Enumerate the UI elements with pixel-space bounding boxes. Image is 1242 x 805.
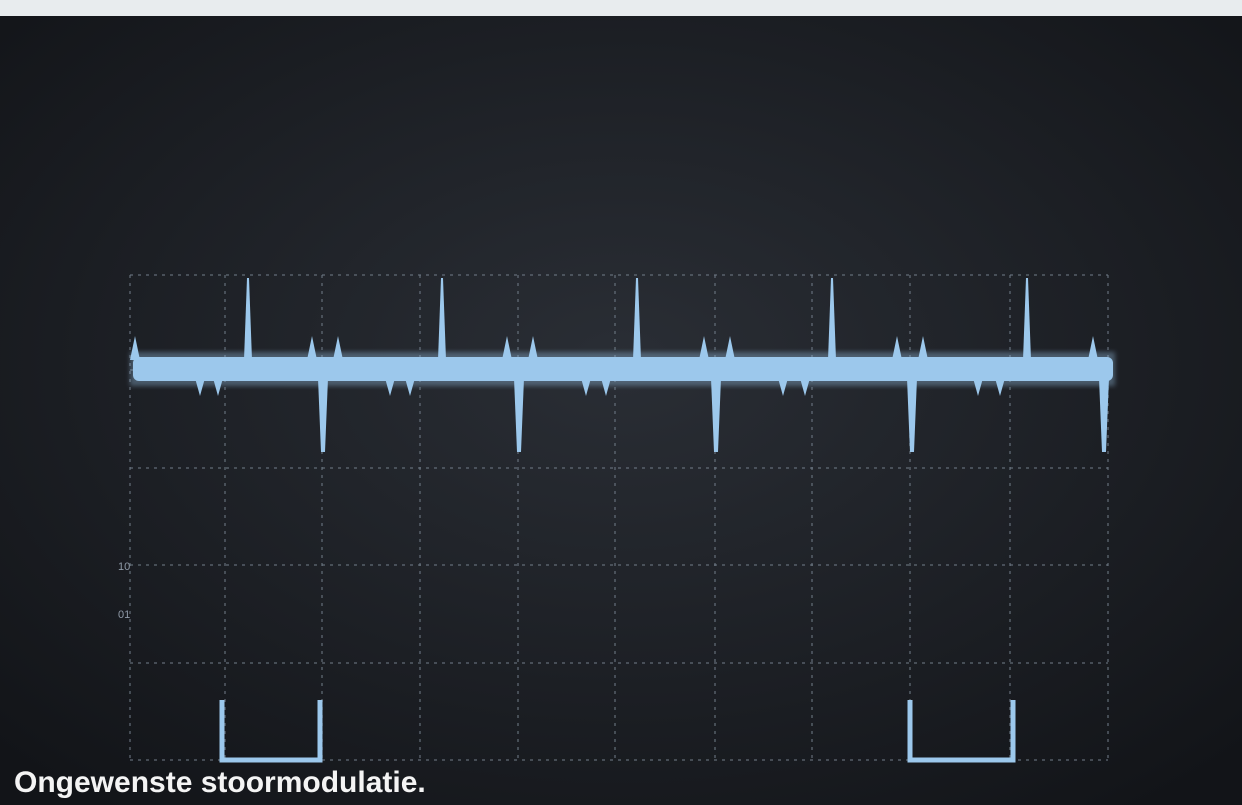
small-spike [699, 336, 709, 360]
small-spike [333, 336, 343, 360]
small-spike [1088, 336, 1098, 360]
spike-up [1023, 278, 1031, 360]
spike-up [828, 278, 836, 360]
waveform [130, 278, 1115, 763]
small-dip [385, 378, 395, 396]
small-dip [800, 378, 810, 396]
small-spike [502, 336, 512, 360]
small-spike [130, 336, 140, 360]
square-pulse [907, 700, 1016, 763]
spike-down [514, 378, 524, 452]
small-dip [195, 378, 205, 396]
spike-down [318, 378, 328, 452]
top-border [0, 0, 1242, 16]
graticule-label: 01 [118, 609, 130, 621]
spike-down [907, 378, 917, 452]
small-dip [995, 378, 1005, 396]
small-spike [528, 336, 538, 360]
small-spike [892, 336, 902, 360]
small-dip [405, 378, 415, 396]
small-spike [725, 336, 735, 360]
graticule-label: 10 [118, 561, 130, 573]
spike-down [711, 378, 721, 452]
small-dip [581, 378, 591, 396]
spike-up [244, 278, 252, 360]
spike-up [438, 278, 446, 360]
caption: Ongewenste stoormodulatie. [14, 766, 426, 799]
small-dip [601, 378, 611, 396]
square-pulse [219, 700, 323, 763]
small-dip [213, 378, 223, 396]
small-spike [307, 336, 317, 360]
small-dip [778, 378, 788, 396]
trace [133, 357, 1113, 381]
small-spike [918, 336, 928, 360]
spike-down [1099, 378, 1109, 452]
small-dip [973, 378, 983, 396]
spike-up [633, 278, 641, 360]
